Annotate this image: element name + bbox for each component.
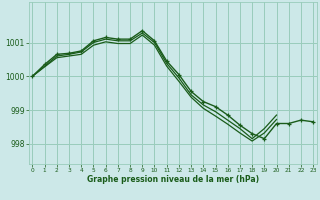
X-axis label: Graphe pression niveau de la mer (hPa): Graphe pression niveau de la mer (hPa) <box>87 175 259 184</box>
